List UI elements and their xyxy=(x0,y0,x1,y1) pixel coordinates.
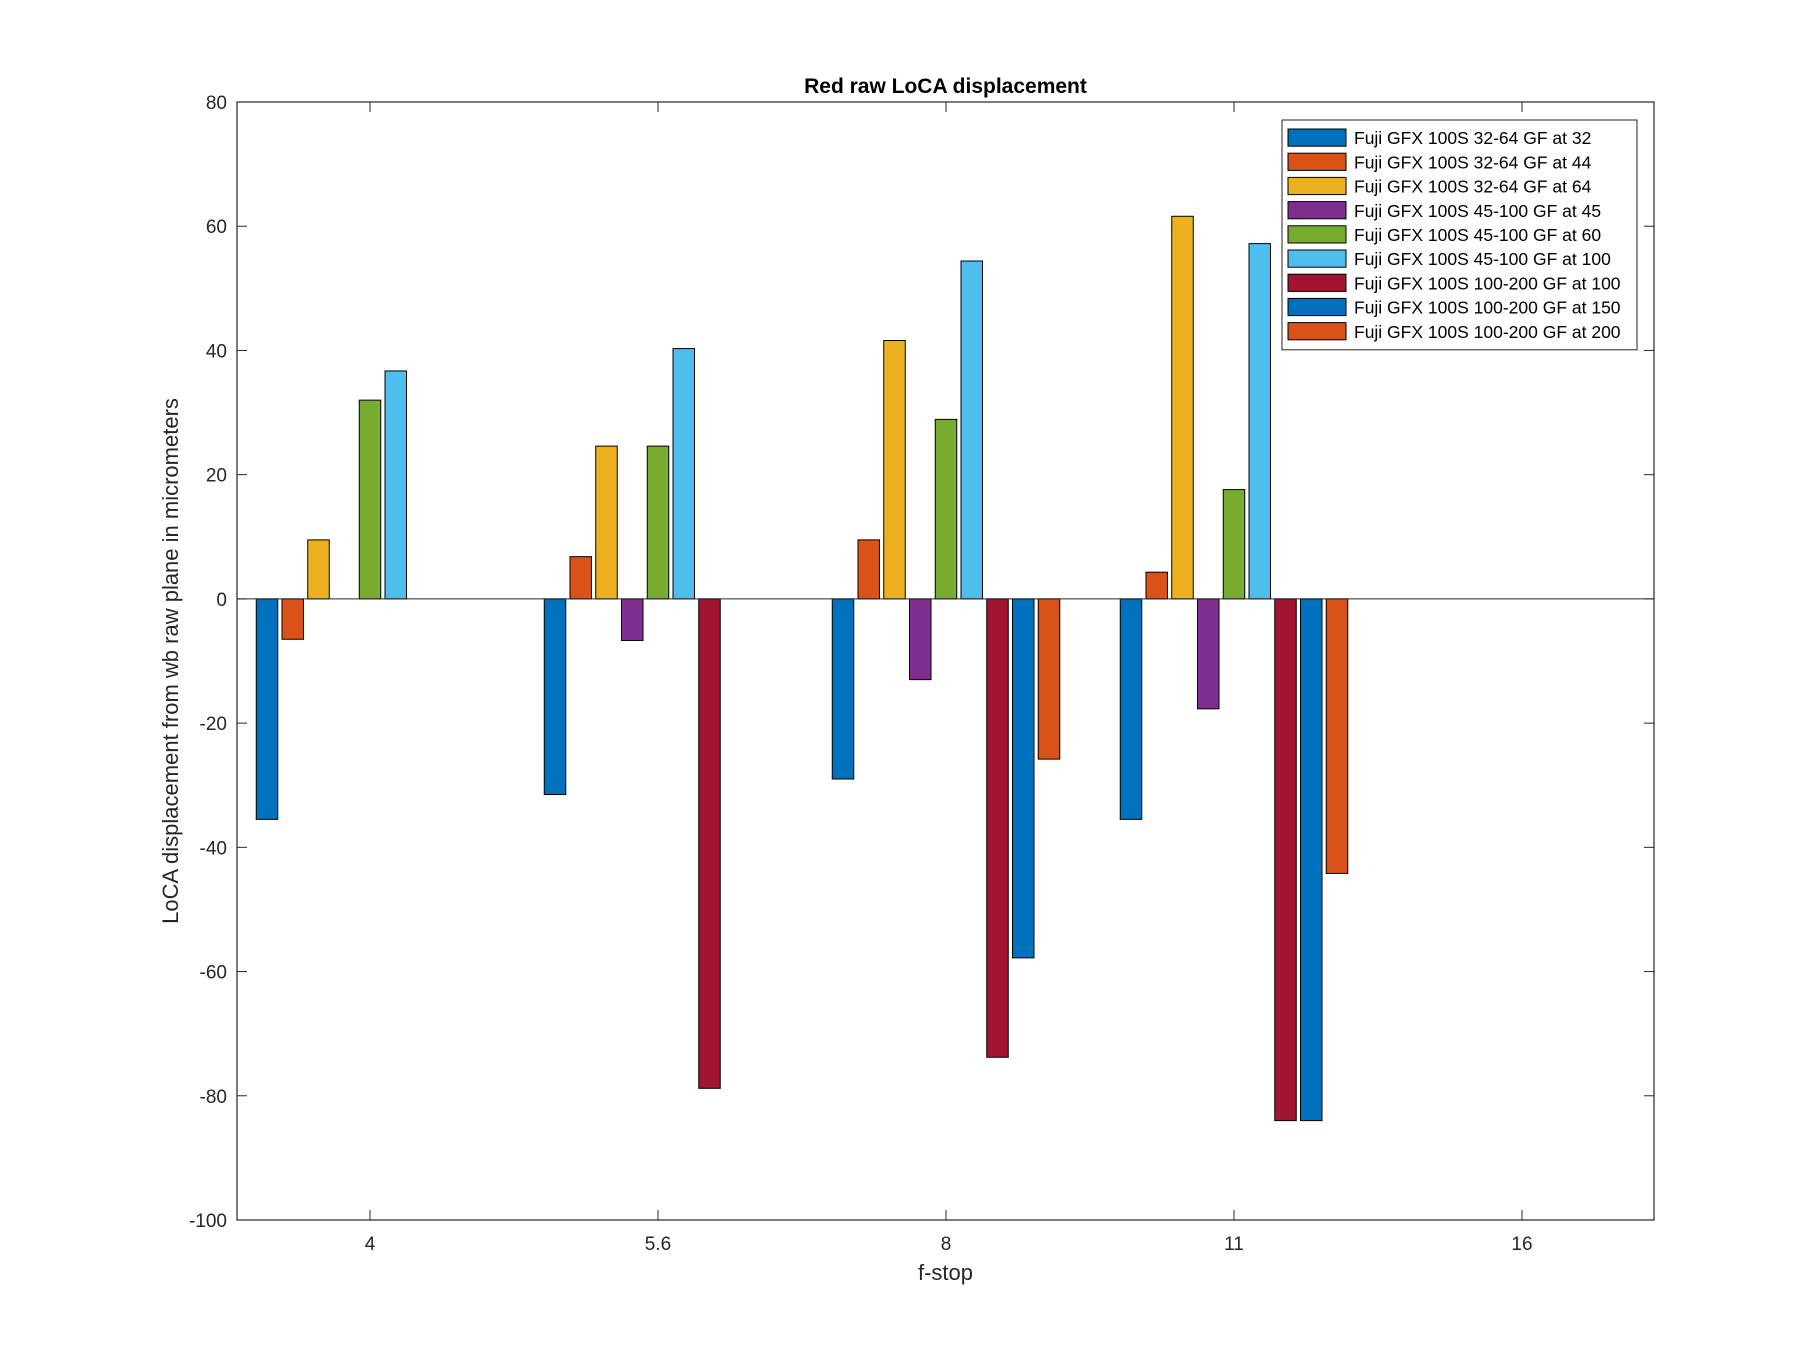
legend-swatch xyxy=(1287,128,1347,147)
x-tick-label: 8 xyxy=(941,1234,952,1255)
x-tick-label: 5.6 xyxy=(645,1234,671,1255)
legend-entry: Fuji GFX 100S 100-200 GF at 100 xyxy=(1354,273,1621,293)
y-tick-label: -100 xyxy=(189,1211,227,1232)
bar xyxy=(1119,598,1143,820)
y-axis: -100 -80 -60 -40 -20 0 20 40 60 80 xyxy=(189,93,1654,1232)
legend-entry: Fuji GFX 100S 32-64 GF at 32 xyxy=(1354,128,1591,148)
bar xyxy=(934,418,958,600)
y-axis-label: LoCA displacement from wb raw plane in m… xyxy=(158,398,183,924)
bar xyxy=(698,598,721,1089)
legend-entry: Fuji GFX 100S 32-64 GF at 64 xyxy=(1354,177,1592,197)
legend-entry: Fuji GFX 100S 45-100 GF at 100 xyxy=(1354,249,1611,269)
bar xyxy=(831,598,855,780)
y-tick-label: -80 xyxy=(200,1087,227,1108)
legend-entry: Fuji GFX 100S 32-64 GF at 44 xyxy=(1354,152,1592,172)
legend-swatch xyxy=(1287,201,1347,220)
bar xyxy=(986,598,1009,1058)
bar xyxy=(883,340,906,600)
bar xyxy=(1300,598,1323,1122)
bar xyxy=(595,445,618,600)
legend-swatch xyxy=(1287,225,1347,244)
y-tick-label: -60 xyxy=(200,963,227,984)
bar xyxy=(543,598,567,796)
y-tick-label: 0 xyxy=(216,590,227,611)
legend-swatch xyxy=(1287,249,1347,268)
legend-swatch xyxy=(1287,322,1347,341)
legend-swatch xyxy=(1287,297,1347,317)
y-tick-label: 20 xyxy=(206,466,227,487)
bar xyxy=(857,539,880,600)
bar xyxy=(621,598,644,642)
bar xyxy=(281,598,304,640)
x-tick-label: 11 xyxy=(1224,1234,1244,1255)
bar xyxy=(1248,243,1271,600)
bar xyxy=(646,445,670,600)
legend-entry: Fuji GFX 100S 45-100 GF at 60 xyxy=(1354,225,1601,245)
legend-swatch xyxy=(1287,176,1347,196)
bar xyxy=(307,539,330,600)
legend-entry: Fuji GFX 100S 100-200 GF at 150 xyxy=(1354,298,1621,318)
bar xyxy=(1145,571,1168,600)
bar xyxy=(569,556,592,600)
y-tick-label: 60 xyxy=(206,217,227,238)
bar xyxy=(1222,489,1246,600)
legend-entry: Fuji GFX 100S 100-200 GF at 200 xyxy=(1354,322,1621,342)
y-tick-label: -20 xyxy=(200,714,227,735)
x-axis-label: f-stop xyxy=(918,1260,973,1285)
bar xyxy=(960,260,983,600)
bar xyxy=(358,399,382,600)
y-tick-label: 40 xyxy=(206,341,227,362)
chart-title: Red raw LoCA displacement xyxy=(804,75,1087,98)
bar xyxy=(1037,598,1061,760)
bar xyxy=(1012,598,1035,959)
bar xyxy=(1325,598,1349,874)
bar xyxy=(1171,215,1194,600)
bar xyxy=(384,370,407,600)
legend-swatch xyxy=(1287,273,1347,292)
legend-swatch xyxy=(1287,152,1347,171)
y-tick-label: -40 xyxy=(200,838,227,859)
legend-entry: Fuji GFX 100S 45-100 GF at 45 xyxy=(1354,201,1601,221)
bar xyxy=(909,598,932,681)
x-axis: 4 5.6 8 11 16 xyxy=(365,102,1533,1255)
x-tick-label: 4 xyxy=(365,1234,376,1255)
x-tick-label: 16 xyxy=(1511,1234,1532,1255)
bar xyxy=(1197,598,1220,710)
y-tick-label: 80 xyxy=(206,93,227,114)
bar xyxy=(672,348,695,600)
bar xyxy=(1274,598,1297,1122)
bar xyxy=(255,598,279,820)
bars-layer xyxy=(255,215,1349,1122)
legend: Fuji GFX 100S 32-64 GF at 32 Fuji GFX 100… xyxy=(1281,119,1638,351)
